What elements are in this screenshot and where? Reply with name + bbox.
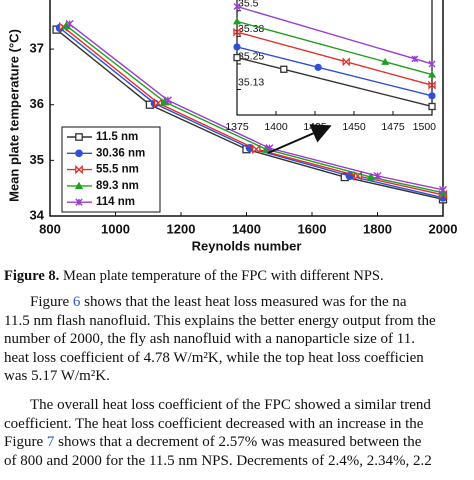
x-tick-label: 1425	[303, 121, 327, 133]
text-run: of 800 and 2000 for the 11.5 nm NPS. Dec…	[4, 452, 432, 469]
marker	[61, 21, 71, 30]
marker	[245, 144, 254, 153]
paragraph: Figure 6 shows that the least heat loss …	[4, 293, 474, 386]
x-tick-label: 1400	[232, 221, 261, 236]
legend-marker	[75, 133, 83, 141]
zoom-arrow	[267, 124, 332, 154]
y-tick-label: 35.5	[238, 0, 259, 10]
caption-label: Figure 8.	[4, 268, 60, 284]
marker	[381, 57, 390, 65]
text-run: 11.5 nm flash nanofluid. This explains t…	[4, 312, 436, 329]
text-line: heat loss coefficient of 4.78 W/m²K, whi…	[4, 349, 474, 368]
x-tick-label: 1600	[298, 221, 327, 236]
x-tick-label: 1375	[225, 121, 249, 133]
marker	[411, 55, 419, 63]
figure-link[interactable]: 6	[72, 294, 81, 310]
figure: 34 35 36 37 800 1000 1200 1400 1600 1800 2000 Reyno…	[6, 0, 458, 253]
y-tick-label: 36	[30, 96, 44, 111]
x-axis-label: Reynolds number	[192, 238, 302, 253]
text-line: of 800 and 2000 for the 11.5 nm NPS. Dec…	[4, 452, 474, 471]
x-tick-label: 1800	[363, 221, 392, 236]
marker	[366, 172, 376, 181]
paragraph: The overall heat loss coefficient of the…	[4, 396, 474, 470]
y-tick-label: 35.38	[238, 23, 264, 35]
plot-frame	[236, 0, 433, 116]
legend-label: 11.5 nm	[96, 131, 138, 143]
figure-link[interactable]: 7	[46, 434, 55, 451]
text-line: was 5.17 W/m²K.	[4, 367, 474, 386]
y-tick-label: 35.13	[238, 76, 264, 88]
text-line: 11.5 nm flash nanofluid. This explains t…	[4, 312, 474, 331]
marker	[428, 80, 436, 90]
marker	[373, 171, 382, 180]
legend-label: 30.36 nm	[96, 147, 145, 159]
x-tick-label: 1450	[342, 121, 366, 133]
y-tick-label: 34	[30, 207, 45, 222]
marker	[428, 102, 436, 111]
marker	[233, 17, 241, 25]
text-run: Figure	[4, 434, 47, 451]
marker	[439, 185, 447, 194]
text-run: The overall heat loss coefficient of the…	[30, 396, 431, 413]
marker	[428, 60, 436, 68]
marker	[160, 97, 170, 106]
x-tick-label: 1475	[381, 121, 405, 133]
y-tick-label: 35	[30, 152, 44, 167]
figure-caption: Figure 8. Mean plate temperature of the …	[4, 268, 384, 285]
marker	[428, 92, 436, 100]
marker	[233, 27, 241, 37]
legend-marker	[75, 198, 83, 206]
x-tick-label: 1500	[413, 121, 437, 133]
legend-label: 89.3 nm	[96, 180, 139, 192]
caption-text: Mean plate temperature of the FPC with d…	[59, 268, 384, 284]
text-line: number of 2000, the fly ash nanofluid wi…	[4, 330, 474, 349]
x-tick-label: 1400	[264, 121, 288, 133]
legend-marker	[75, 164, 83, 175]
y-tick-label: 37	[30, 41, 44, 56]
text-run: heat loss coefficient of 4.78 W/m²K, whi…	[4, 349, 424, 366]
marker	[233, 53, 241, 62]
marker	[280, 65, 288, 73]
x-tick-label: 1000	[101, 221, 130, 236]
marker	[233, 3, 241, 11]
x-tick-label: 1200	[167, 221, 196, 236]
body-text: Figure 6 shows that the least heat loss …	[4, 293, 474, 480]
text-run: was 5.17 W/m²K.	[4, 368, 110, 385]
marker	[261, 144, 271, 153]
legend-label: 55.5 nm	[96, 164, 139, 176]
marker	[163, 96, 172, 105]
marker	[314, 63, 322, 71]
text-line: Figure 6 shows that the least heat loss …	[4, 293, 474, 312]
text-run: number of 2000, the fly ash nanofluid wi…	[4, 331, 415, 348]
legend-label: 114 nm	[96, 196, 135, 208]
y-axis-label: Mean plate temperature (°C)	[6, 29, 21, 202]
marker	[233, 43, 241, 51]
text-line: The overall heat loss coefficient of the…	[4, 396, 474, 415]
marker	[428, 70, 436, 78]
text-run: shows that a decrement of 2.57% was meas…	[54, 434, 422, 451]
text-line: coefficient. The heat loss coefficient d…	[4, 415, 474, 434]
legend-marker	[75, 149, 83, 158]
text-run: shows that the least heat loss measured …	[80, 294, 407, 310]
text-line: Figure 7 shows that a decrement of 2.57%…	[4, 433, 474, 452]
text-run: Figure	[30, 294, 73, 310]
x-tick-label: 800	[39, 221, 61, 236]
legend-marker	[74, 181, 84, 190]
marker	[65, 20, 74, 29]
marker	[342, 57, 350, 67]
text-run: coefficient. The heat loss coefficient d…	[4, 415, 424, 432]
x-tick-label: 2000	[429, 221, 458, 236]
